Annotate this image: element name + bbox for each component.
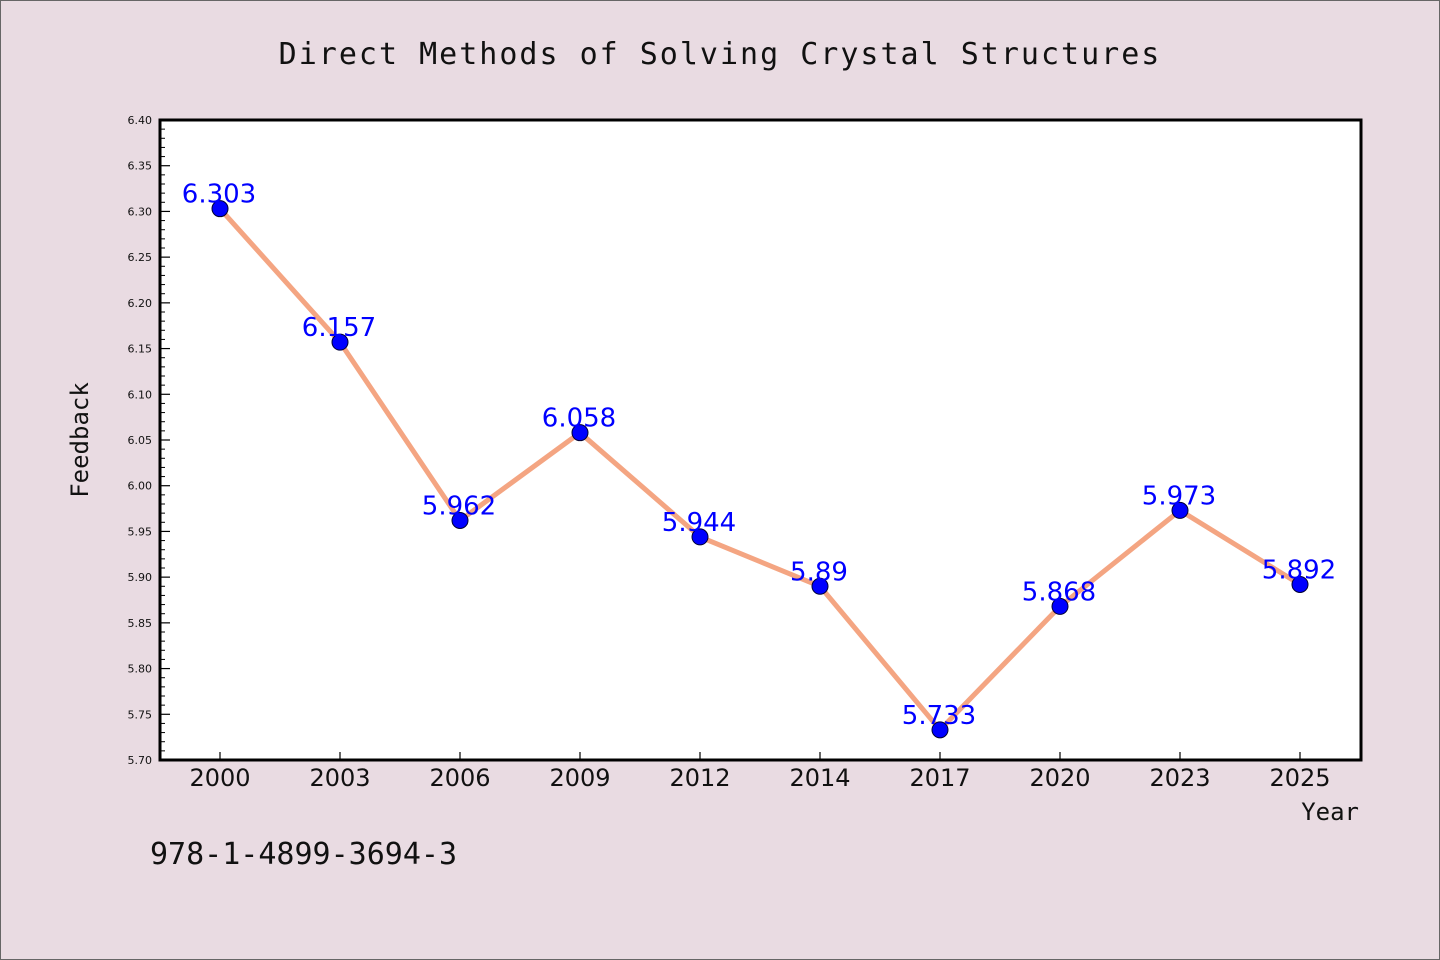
- y-tick-label: 6.10: [128, 388, 153, 401]
- x-tick-label: 2023: [1149, 764, 1210, 792]
- series-layer: 6.303 6.157 5.962 6.058 5.944 5.89 5.733 5.868 5…: [182, 180, 1336, 739]
- x-tick-label: 2009: [549, 764, 610, 792]
- data-point: [1291, 575, 1309, 593]
- data-label: 6.303: [182, 180, 256, 210]
- y-tick-label: 5.80: [128, 663, 153, 676]
- data-point: [451, 511, 469, 529]
- data-point: [211, 200, 229, 218]
- data-point: [571, 424, 589, 442]
- y-tick-label: 6.05: [128, 434, 153, 447]
- x-axis-ticks: 2000 2003 2006 2009 2012 2014 2017 2020 2023 2025: [189, 752, 1331, 792]
- data-label: 6.058: [542, 404, 616, 434]
- y-tick-label: 5.75: [128, 708, 153, 721]
- y-tick-label: 6.30: [128, 205, 153, 218]
- plot-frame: [158, 118, 1363, 762]
- y-tick-label: 6.15: [128, 343, 153, 356]
- data-label: 5.973: [1142, 481, 1216, 511]
- y-tick-label: 5.95: [128, 525, 153, 538]
- y-tick-label: 6.25: [128, 251, 153, 264]
- data-label: 6.157: [302, 313, 376, 343]
- x-tick-label: 2020: [1029, 764, 1090, 792]
- data-point: [1051, 597, 1069, 615]
- x-axis-label: Year: [1301, 798, 1359, 826]
- data-point: [1171, 501, 1189, 519]
- y-tick-label: 5.90: [128, 571, 153, 584]
- y-tick-label: 6.20: [128, 297, 153, 310]
- data-point: [331, 333, 349, 351]
- chart-title: Direct Methods of Solving Crystal Struct…: [279, 37, 1162, 72]
- y-axis-label: Feedback: [66, 382, 94, 498]
- x-tick-label: 2006: [429, 764, 490, 792]
- x-tick-label: 2025: [1269, 764, 1330, 792]
- plot-area: [160, 120, 1361, 760]
- y-tick-label: 6.40: [128, 114, 153, 127]
- data-point: [931, 721, 949, 739]
- x-tick-label: 2000: [189, 764, 250, 792]
- x-tick-label: 2003: [309, 764, 370, 792]
- y-tick-label: 5.85: [128, 617, 153, 630]
- x-tick-label: 2014: [789, 764, 850, 792]
- x-tick-label: 2012: [669, 764, 730, 792]
- y-tick-label: 6.00: [128, 480, 153, 493]
- data-point: [811, 577, 829, 595]
- y-axis-ticks: 5.70 5.75 5.80 5.85 5.90 5.95 6.00 6.05 6.10 6.15…: [128, 114, 170, 767]
- data-point: [691, 528, 709, 546]
- data-label: 5.868: [1022, 577, 1096, 607]
- data-label: 5.733: [902, 701, 976, 731]
- data-label: 5.89: [790, 557, 848, 587]
- isbn-annotation: 978-1-4899-3694-3: [150, 837, 457, 872]
- y-tick-label: 6.35: [128, 160, 153, 173]
- data-label: 5.892: [1262, 555, 1336, 585]
- data-label: 5.962: [422, 491, 496, 521]
- series-line: [217, 206, 1303, 733]
- data-label: 5.944: [662, 508, 736, 538]
- y-tick-label: 5.70: [128, 754, 153, 767]
- x-tick-label: 2017: [909, 764, 970, 792]
